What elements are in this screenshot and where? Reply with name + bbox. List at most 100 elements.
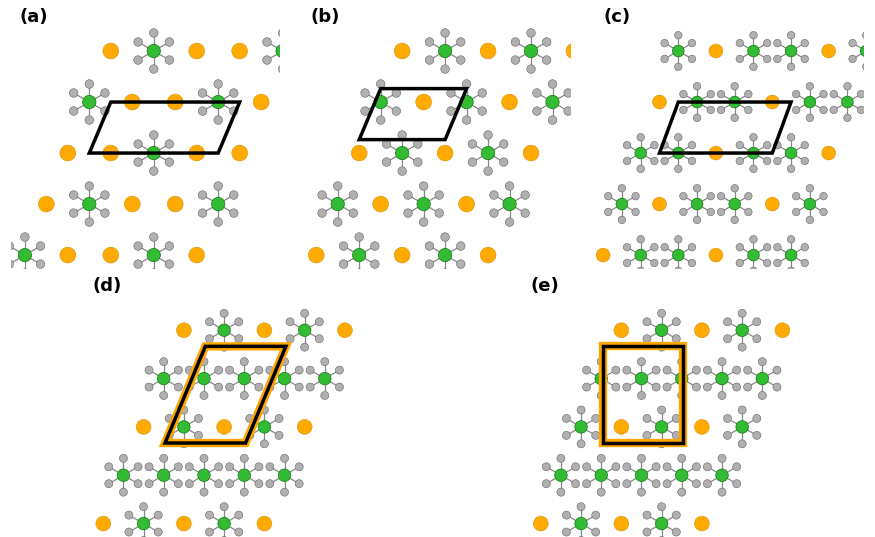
Circle shape (101, 107, 109, 115)
Circle shape (738, 406, 746, 414)
Circle shape (658, 536, 666, 537)
Circle shape (234, 335, 242, 343)
Circle shape (756, 372, 768, 385)
Circle shape (635, 372, 648, 385)
Circle shape (425, 56, 434, 64)
Circle shape (638, 358, 646, 366)
Circle shape (692, 480, 700, 488)
Circle shape (542, 480, 550, 488)
Circle shape (229, 209, 238, 217)
Circle shape (186, 366, 193, 374)
Circle shape (306, 366, 314, 374)
Circle shape (220, 536, 228, 537)
Circle shape (643, 318, 651, 326)
Circle shape (774, 39, 781, 47)
Circle shape (295, 463, 304, 471)
Circle shape (759, 358, 766, 366)
Circle shape (563, 415, 570, 423)
Circle shape (180, 440, 188, 448)
Circle shape (822, 44, 836, 58)
Circle shape (174, 366, 182, 374)
Circle shape (806, 114, 814, 121)
Circle shape (616, 198, 627, 210)
Circle shape (253, 94, 270, 110)
Circle shape (392, 107, 401, 115)
Circle shape (229, 107, 238, 115)
Circle shape (844, 83, 851, 90)
Circle shape (255, 383, 262, 391)
Circle shape (549, 79, 556, 88)
Circle shape (165, 56, 173, 64)
Circle shape (763, 157, 771, 165)
Circle shape (672, 415, 680, 423)
Circle shape (165, 431, 173, 439)
Circle shape (643, 415, 651, 423)
Circle shape (214, 116, 222, 125)
Circle shape (360, 107, 369, 115)
Circle shape (830, 90, 837, 98)
Circle shape (261, 406, 269, 414)
Circle shape (592, 511, 599, 519)
Circle shape (376, 79, 385, 88)
Circle shape (214, 182, 222, 190)
Circle shape (255, 463, 262, 471)
Circle shape (150, 167, 158, 176)
Circle shape (736, 243, 744, 251)
Circle shape (652, 366, 660, 374)
Circle shape (643, 431, 651, 439)
Circle shape (457, 242, 465, 250)
Circle shape (763, 39, 771, 47)
Circle shape (306, 383, 314, 391)
Circle shape (318, 372, 331, 385)
Circle shape (663, 480, 671, 488)
Circle shape (234, 511, 242, 519)
Circle shape (752, 431, 761, 439)
Circle shape (680, 192, 687, 200)
Circle shape (180, 406, 188, 414)
Circle shape (212, 96, 225, 108)
Circle shape (655, 517, 668, 530)
Circle shape (745, 90, 752, 98)
Circle shape (214, 463, 222, 471)
Circle shape (693, 185, 701, 192)
Circle shape (773, 383, 781, 391)
Circle shape (370, 260, 379, 268)
Circle shape (750, 32, 757, 39)
Circle shape (360, 89, 369, 97)
Circle shape (774, 157, 781, 165)
Circle shape (614, 419, 629, 434)
Circle shape (318, 191, 326, 199)
Circle shape (382, 140, 391, 148)
Circle shape (672, 528, 680, 536)
Circle shape (673, 147, 684, 159)
Circle shape (750, 267, 757, 274)
Circle shape (695, 323, 710, 338)
Circle shape (229, 191, 238, 199)
Circle shape (241, 358, 248, 366)
Circle shape (736, 157, 744, 165)
Circle shape (675, 32, 682, 39)
Circle shape (232, 43, 248, 59)
Text: (d): (d) (93, 277, 122, 295)
Circle shape (583, 463, 591, 471)
Circle shape (505, 182, 514, 190)
Circle shape (651, 157, 658, 165)
Circle shape (655, 324, 668, 337)
Circle shape (331, 198, 345, 211)
Circle shape (661, 259, 668, 267)
Circle shape (255, 366, 262, 374)
Circle shape (69, 89, 78, 97)
Circle shape (736, 259, 744, 267)
Circle shape (858, 106, 864, 114)
Text: (b): (b) (311, 8, 340, 26)
Circle shape (462, 79, 471, 88)
Circle shape (438, 145, 453, 161)
Circle shape (680, 208, 687, 216)
Circle shape (159, 358, 168, 366)
Circle shape (220, 309, 228, 317)
Circle shape (340, 242, 348, 250)
Circle shape (281, 391, 289, 400)
Circle shape (766, 197, 780, 211)
Circle shape (165, 415, 173, 423)
Circle shape (278, 372, 290, 385)
